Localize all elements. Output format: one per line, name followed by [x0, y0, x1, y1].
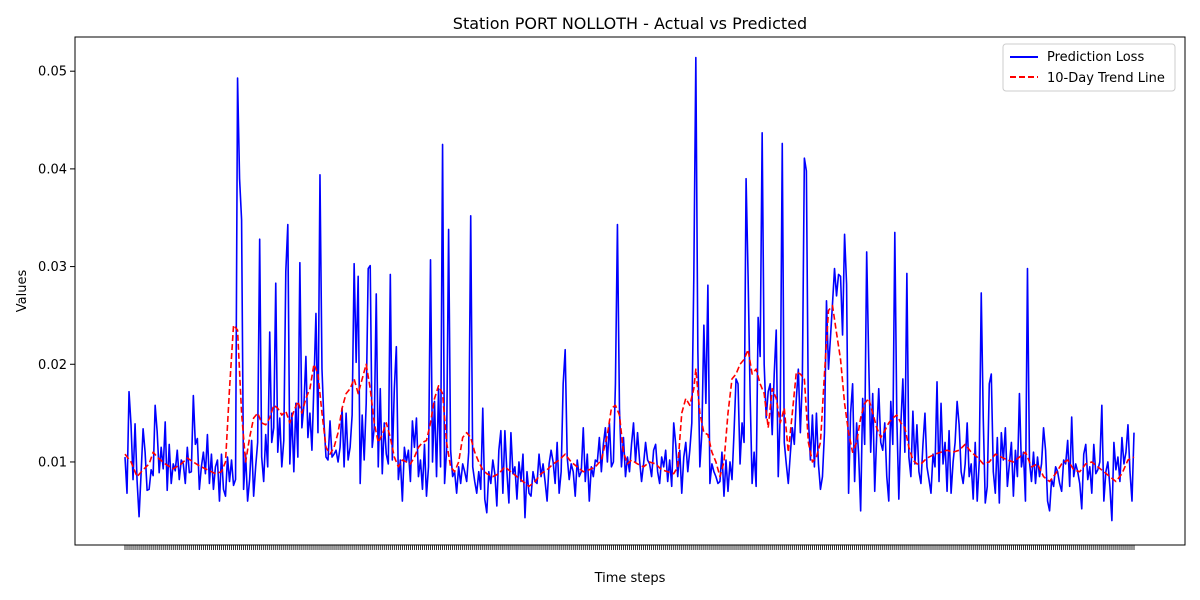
legend-label-trend-line: 10-Day Trend Line: [1047, 71, 1165, 86]
chart-title: Station PORT NOLLOTH - Actual vs Predict…: [453, 14, 807, 33]
y-tick-label: 0.05: [38, 65, 67, 80]
y-tick-label: 0.04: [38, 162, 67, 177]
y-tick-label: 0.03: [38, 260, 67, 275]
series-line-10-day-trend-line: [124, 304, 1135, 488]
legend: Prediction Loss 10-Day Trend Line: [1002, 43, 1176, 92]
series-line-prediction-loss: [124, 56, 1135, 522]
x-axis: [124, 545, 1135, 550]
y-axis: 0.01 0.02 0.03 0.04 0.05: [38, 65, 75, 470]
y-tick-label: 0.02: [38, 358, 67, 373]
y-tick-label: 0.01: [38, 455, 67, 470]
legend-label-prediction-loss: Prediction Loss: [1047, 50, 1144, 65]
legend-box: [1002, 43, 1176, 92]
x-axis-label: Time steps: [594, 571, 666, 586]
y-axis-label: Values: [15, 270, 30, 313]
axes-frame: [74, 36, 1186, 546]
plot-area: [124, 56, 1135, 522]
